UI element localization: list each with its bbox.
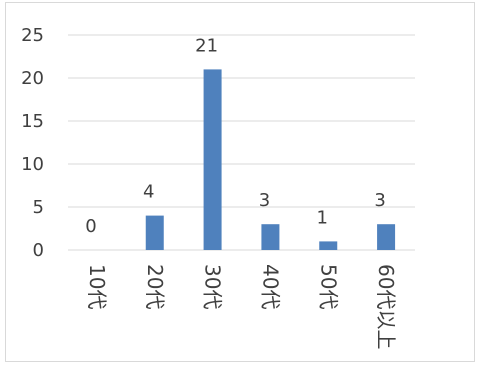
data-label: 21 — [195, 35, 218, 56]
bar-6 — [377, 224, 396, 250]
labels: 0 5 10 15 20 25 0 10代 4 20代 21 30代 3 40代 1 50代 3 60代以上 — [21, 25, 398, 349]
y-tick-label: 10 — [21, 154, 44, 175]
bar-4 — [261, 224, 280, 250]
x-category-label: 10代 — [85, 264, 109, 309]
bars — [145, 69, 396, 251]
data-label: 0 — [85, 216, 96, 237]
x-category-label: 20代 — [143, 264, 167, 309]
data-label: 3 — [374, 190, 385, 211]
bar-2 — [145, 215, 164, 250]
y-tick-label: 25 — [21, 25, 44, 46]
data-label: 3 — [259, 190, 270, 211]
data-label: 1 — [317, 207, 328, 228]
gridlines — [68, 34, 415, 251]
data-label: 4 — [143, 182, 154, 203]
x-category-label: 50代 — [316, 264, 340, 309]
y-tick-label: 0 — [33, 240, 44, 261]
chart-frame — [5, 2, 475, 362]
bar-5 — [319, 241, 338, 250]
x-category-label: 30代 — [201, 264, 225, 309]
y-tick-label: 5 — [33, 197, 44, 218]
y-tick-label: 15 — [21, 111, 44, 132]
bar-3 — [203, 69, 222, 251]
y-tick-label: 20 — [21, 68, 44, 89]
x-category-label: 40代 — [258, 264, 282, 309]
x-category-label: 60代以上 — [374, 264, 398, 349]
